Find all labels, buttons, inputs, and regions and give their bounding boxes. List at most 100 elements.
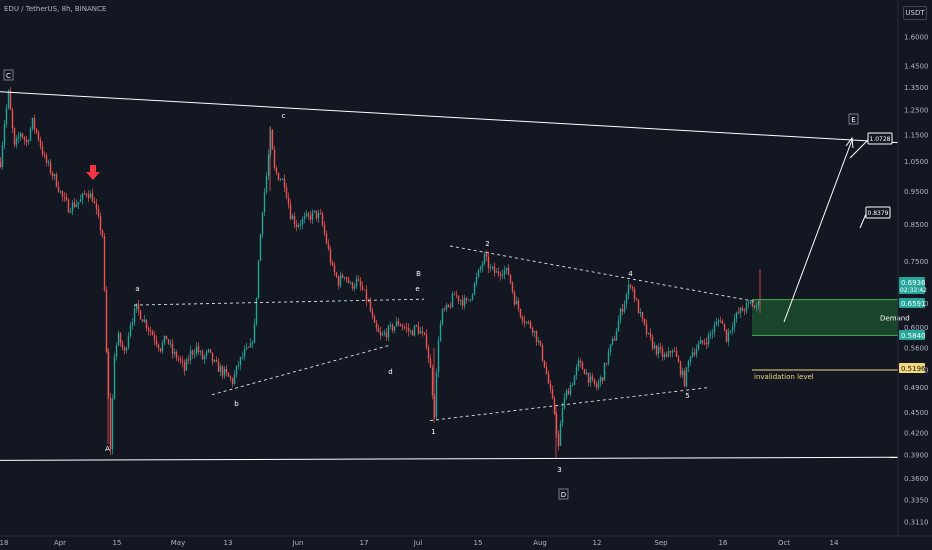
candle-body xyxy=(513,291,516,305)
candle-body xyxy=(95,203,98,210)
candle-body xyxy=(377,328,380,333)
candle-body xyxy=(493,266,496,273)
candle-body xyxy=(319,213,322,214)
wave-label: 1 xyxy=(431,428,435,436)
overlays-front: 1.0728 0.8379 C D E Aa b c d eB 1 2 3 4 5 xyxy=(0,69,899,500)
candle xyxy=(531,326,534,336)
candle-body xyxy=(647,332,650,334)
candle xyxy=(467,299,470,301)
candle-body xyxy=(677,356,680,362)
candle xyxy=(19,131,22,142)
candle-body xyxy=(735,312,738,319)
invalidation-label: invalidation level xyxy=(754,373,814,381)
currency-button[interactable]: USDT xyxy=(903,6,927,20)
candle xyxy=(535,330,538,346)
candle xyxy=(685,366,688,388)
candle xyxy=(319,208,322,215)
candle-body xyxy=(757,301,760,306)
candle-body xyxy=(175,351,178,359)
candle-body xyxy=(379,332,382,336)
candle-body xyxy=(609,344,612,352)
candle xyxy=(545,362,548,375)
y-tick-label: 0.6000 xyxy=(904,324,929,332)
candle-body xyxy=(661,348,664,357)
candle-body xyxy=(517,300,520,309)
candle xyxy=(321,211,324,228)
candle xyxy=(67,198,70,213)
candle-body xyxy=(109,398,112,450)
candle-body xyxy=(123,347,126,351)
x-tick-label: Oct xyxy=(778,539,790,547)
y-tick-label: 0.4200 xyxy=(904,430,929,438)
candle-body xyxy=(401,326,404,328)
candle-body xyxy=(185,359,188,371)
candle xyxy=(267,149,270,181)
price-label-box xyxy=(899,330,925,340)
candle xyxy=(45,152,48,167)
candle-body xyxy=(265,176,268,193)
candle-body xyxy=(373,316,376,323)
candle-body xyxy=(305,213,308,217)
price-axis[interactable]: 1.6000 1.4500 1.3500 1.2500 1.1500 1.0500 0.95… xyxy=(897,0,929,536)
candle-body xyxy=(523,320,526,323)
target-callout-line xyxy=(849,139,869,159)
candle xyxy=(445,302,448,313)
candle-body xyxy=(357,279,360,281)
wave-label: B xyxy=(416,270,421,278)
candle xyxy=(679,360,682,378)
candle xyxy=(383,329,386,337)
candle xyxy=(389,321,392,330)
candle-body xyxy=(213,360,216,362)
candle-body xyxy=(113,356,116,399)
candle xyxy=(739,306,742,319)
candle-body xyxy=(317,213,320,219)
y-tick-label: 1.1500 xyxy=(904,131,929,139)
candle-body xyxy=(663,354,666,357)
candle xyxy=(407,323,410,337)
candle xyxy=(625,292,628,309)
candle xyxy=(717,318,720,328)
candle xyxy=(285,183,288,200)
candle xyxy=(97,205,100,219)
candle xyxy=(721,318,724,325)
time-axis[interactable]: 18 Apr 15 May 13 Jun 17 Jul 15 Aug 12 Sep 16 Oct 14 xyxy=(0,535,932,547)
wave-label: a xyxy=(135,285,139,293)
candle xyxy=(457,295,460,305)
candle xyxy=(191,349,194,359)
candle xyxy=(13,127,16,148)
candle xyxy=(349,281,352,285)
candle-body xyxy=(225,368,228,373)
candle-body xyxy=(739,307,742,313)
candle xyxy=(23,135,26,145)
candle-body xyxy=(589,376,592,383)
candle-body xyxy=(135,303,138,309)
candle-body xyxy=(315,210,318,219)
candle-body xyxy=(31,117,34,129)
candle-body xyxy=(39,139,42,147)
candle-body xyxy=(719,320,722,322)
candle-body xyxy=(683,370,686,387)
candle-body xyxy=(717,320,720,323)
candle xyxy=(195,342,198,357)
candle-body xyxy=(367,301,370,303)
candle xyxy=(315,210,318,222)
candle-body xyxy=(23,137,26,140)
candle-body xyxy=(569,385,572,395)
candle-body xyxy=(131,322,134,326)
price-label-box xyxy=(899,277,925,294)
candle xyxy=(347,276,350,284)
candle-body xyxy=(665,354,668,357)
candle xyxy=(299,219,302,230)
candle-body xyxy=(469,299,472,300)
candle-body xyxy=(121,343,124,348)
candle-body xyxy=(547,373,550,384)
candle xyxy=(743,308,746,316)
candle-body xyxy=(301,218,304,225)
candle-body xyxy=(603,363,606,381)
candle-body xyxy=(573,375,576,386)
candle xyxy=(613,335,616,342)
candle xyxy=(579,358,582,368)
candle-body xyxy=(209,349,212,353)
candle-body xyxy=(85,193,88,195)
